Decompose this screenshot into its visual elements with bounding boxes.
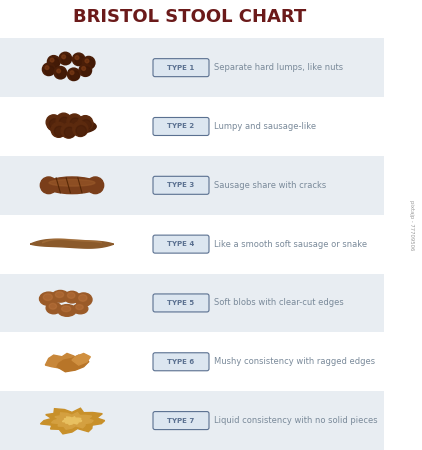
Circle shape [87,177,104,194]
Ellipse shape [73,304,88,314]
Text: TYPE 3: TYPE 3 [168,182,195,188]
FancyBboxPatch shape [153,58,209,76]
Text: TYPE 1: TYPE 1 [168,65,195,71]
Text: pixtajp - 77709506: pixtajp - 77709506 [409,200,414,250]
Circle shape [43,63,55,76]
FancyBboxPatch shape [153,235,209,253]
Text: Sausage share with cracks: Sausage share with cracks [214,181,326,190]
Ellipse shape [52,290,69,302]
Circle shape [54,67,67,79]
Ellipse shape [76,305,83,310]
Circle shape [82,56,95,69]
FancyBboxPatch shape [153,176,209,194]
Ellipse shape [55,292,64,297]
Circle shape [57,69,60,73]
Circle shape [85,59,95,68]
Circle shape [50,58,54,62]
Circle shape [62,55,71,64]
Circle shape [51,122,66,137]
Circle shape [61,123,76,138]
Circle shape [68,68,80,81]
Text: Lumpy and sausage-like: Lumpy and sausage-like [214,122,316,131]
Bar [0,274,384,333]
Circle shape [59,117,70,127]
Circle shape [46,115,61,130]
Circle shape [73,122,88,136]
Text: Liquid consistency with no solid pieces: Liquid consistency with no solid pieces [214,416,378,425]
Circle shape [59,52,72,65]
Circle shape [64,127,75,138]
Bar [0,38,384,97]
Polygon shape [51,413,93,429]
Circle shape [82,67,86,70]
Circle shape [81,120,92,130]
Ellipse shape [68,292,75,298]
Circle shape [56,113,71,128]
Polygon shape [41,408,105,434]
Ellipse shape [40,292,58,306]
Text: TYPE 4: TYPE 4 [167,241,195,247]
Circle shape [47,56,60,68]
Ellipse shape [48,119,96,134]
FancyBboxPatch shape [153,117,209,135]
FancyBboxPatch shape [153,294,209,312]
Text: TYPE 7: TYPE 7 [168,418,195,423]
Text: Like a smooth soft sausage or snake: Like a smooth soft sausage or snake [214,239,367,248]
Polygon shape [30,239,114,248]
Circle shape [82,67,91,76]
Circle shape [78,116,93,130]
Text: TYPE 2: TYPE 2 [168,123,195,130]
Circle shape [50,58,60,68]
Ellipse shape [46,302,61,314]
Polygon shape [57,355,89,372]
Polygon shape [45,353,80,370]
Polygon shape [62,417,82,424]
Ellipse shape [65,291,79,303]
Ellipse shape [49,180,95,186]
Bar [0,97,384,156]
Bar [0,156,384,215]
Bar [0,391,384,450]
Circle shape [45,66,49,70]
Circle shape [75,56,79,59]
Bar [0,215,384,274]
Circle shape [54,126,65,137]
Ellipse shape [76,293,92,306]
Ellipse shape [58,305,76,316]
Circle shape [76,126,87,136]
Circle shape [57,69,66,79]
Ellipse shape [62,306,71,312]
Text: Soft blobs with clear-cut edges: Soft blobs with clear-cut edges [214,298,344,307]
Ellipse shape [49,303,57,309]
Polygon shape [72,353,90,365]
Circle shape [73,53,85,66]
Text: TYPE 5: TYPE 5 [168,300,195,306]
Circle shape [85,59,89,63]
FancyBboxPatch shape [153,353,209,371]
Circle shape [67,114,82,129]
Circle shape [45,66,54,75]
Circle shape [62,55,65,58]
Bar [0,333,384,391]
Circle shape [49,119,60,129]
Ellipse shape [78,295,87,302]
Text: Separate hard lumps, like nuts: Separate hard lumps, like nuts [214,63,343,72]
Text: TYPE 6: TYPE 6 [168,359,195,365]
FancyBboxPatch shape [153,412,209,430]
Circle shape [41,177,57,194]
Text: Mushy consistency with ragged edges: Mushy consistency with ragged edges [214,357,375,366]
Ellipse shape [45,177,99,194]
Circle shape [79,64,92,76]
Circle shape [70,71,74,75]
Text: BRISTOL STOOL CHART: BRISTOL STOOL CHART [73,8,306,26]
Circle shape [75,56,84,65]
Ellipse shape [43,294,52,301]
Circle shape [70,118,81,128]
Circle shape [70,71,80,80]
